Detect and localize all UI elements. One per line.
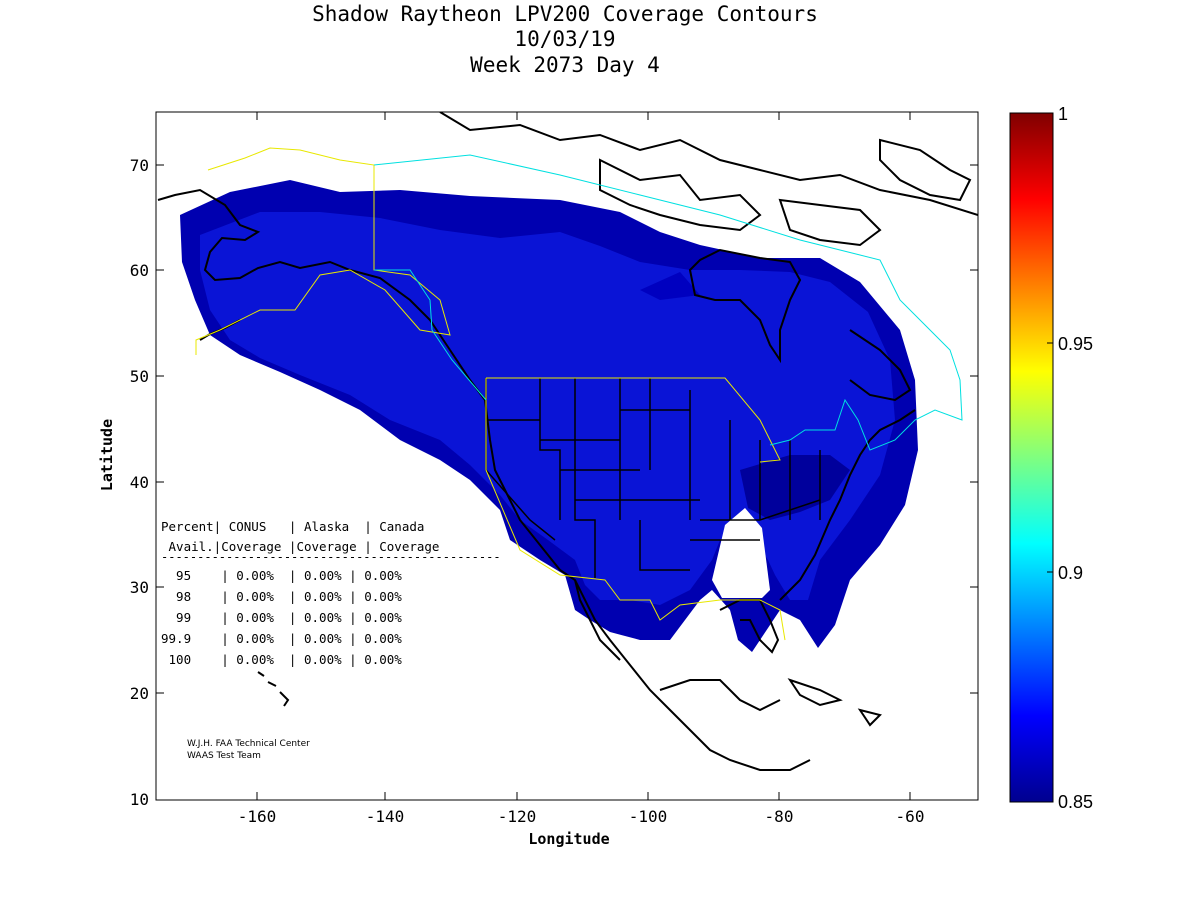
chart-title: Shadow Raytheon LPV200 Coverage Contours <box>312 2 818 26</box>
conus-boundary <box>485 377 786 641</box>
x-tick-label: -60 <box>896 807 925 826</box>
coverage-gap <box>712 508 770 598</box>
coverage-table: Percent| CONUS | Alaska | Canada Avail.|… <box>161 516 501 670</box>
x-axis-label: Longitude <box>528 830 609 848</box>
x-tick-label: -100 <box>629 807 668 826</box>
x-tick-label: -160 <box>238 807 277 826</box>
table-row: 99.9 | 0.00% | 0.00% | 0.00% <box>161 631 402 646</box>
table-header: Avail.|Coverage |Coverage | Coverage <box>161 539 440 554</box>
colorbar-tick-label: 1 <box>1058 104 1068 124</box>
y-tick-label: 50 <box>130 367 149 386</box>
map-layer <box>157 112 978 771</box>
coverage-region-dark-east <box>740 455 850 520</box>
y-tick-label: 10 <box>130 790 149 809</box>
x-tick-label: -80 <box>765 807 794 826</box>
y-axis-label: Latitude <box>98 419 116 491</box>
coverage-region-dark-north <box>640 272 700 300</box>
colorbar-tick-label: 0.85 <box>1058 792 1093 812</box>
canada-boundary <box>373 154 963 451</box>
coverage-region-main <box>200 212 895 605</box>
y-tick-label: 70 <box>130 156 149 175</box>
table-row: 100 | 0.00% | 0.00% | 0.00% <box>161 652 402 667</box>
credit-text: W.J.H. FAA Technical Center WAAS Test Tea… <box>187 738 310 762</box>
y-tick-label: 60 <box>130 261 149 280</box>
table-divider: ----------------------------------------… <box>161 550 501 564</box>
x-tick-label: -140 <box>366 807 405 826</box>
colorbar <box>1009 112 1054 803</box>
y-tick-label: 30 <box>130 578 149 597</box>
table-header: Percent| CONUS | Alaska | Canada <box>161 519 425 534</box>
y-tick-label: 40 <box>130 473 149 492</box>
state-boundaries <box>485 378 821 578</box>
chart-week-day: Week 2073 Day 4 <box>470 53 660 77</box>
colorbar-tick-label: 0.95 <box>1058 334 1093 354</box>
table-row: 95 | 0.00% | 0.00% | 0.00% <box>161 568 402 583</box>
credit-line: W.J.H. FAA Technical Center <box>187 739 310 749</box>
axis-tick-marks <box>156 112 978 800</box>
coastlines <box>157 112 978 771</box>
x-tick-label: -120 <box>498 807 537 826</box>
credit-line: WAAS Test Team <box>187 751 261 761</box>
table-row: 98 | 0.00% | 0.00% | 0.00% <box>161 589 402 604</box>
table-row: 99 | 0.00% | 0.00% | 0.00% <box>161 610 402 625</box>
colorbar-tick-label: 0.9 <box>1058 563 1083 583</box>
alaska-boundary <box>195 147 451 355</box>
colorbar-ticks <box>1047 112 1053 803</box>
y-tick-label: 20 <box>130 684 149 703</box>
chart-date: 10/03/19 <box>514 27 616 51</box>
